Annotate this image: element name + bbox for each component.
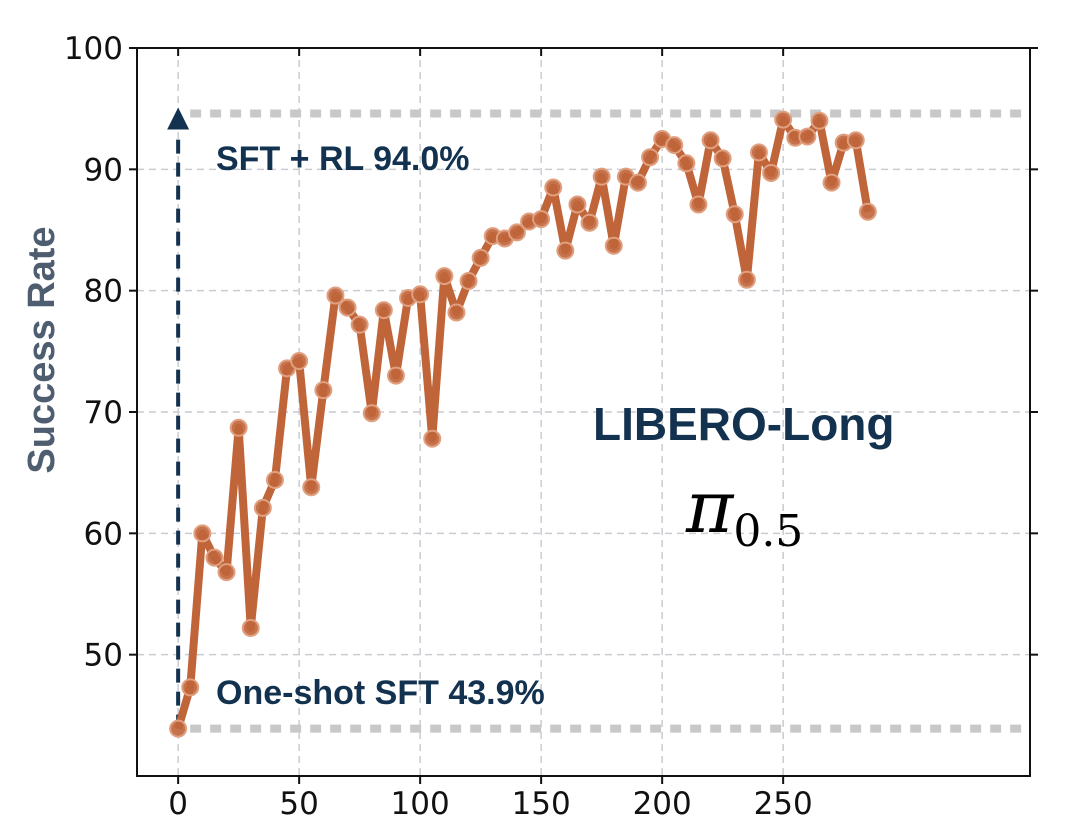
arrow-head-icon (167, 107, 190, 130)
data-point (350, 315, 369, 334)
data-point (386, 366, 405, 385)
data-point (641, 148, 660, 167)
data-point (858, 202, 877, 221)
data-point (362, 404, 381, 423)
data-point (181, 678, 200, 697)
data-point (435, 267, 454, 286)
data-point (544, 178, 563, 197)
grid (137, 48, 1030, 776)
data-point (217, 563, 236, 582)
data-point (507, 223, 526, 242)
x-tick-label: 150 (512, 786, 571, 820)
y-tick-label: 50 (84, 638, 123, 674)
data-point (338, 298, 357, 317)
data-point (689, 195, 708, 214)
data-point (253, 498, 272, 517)
x-tick-label: 100 (391, 786, 450, 820)
data-point (580, 213, 599, 232)
data-point (701, 131, 720, 150)
y-tick-label: 80 (84, 274, 123, 310)
data-point (810, 111, 829, 130)
data-point (762, 163, 781, 182)
data-point (471, 248, 490, 267)
x-tick-label: 50 (279, 786, 318, 820)
data-point (314, 381, 333, 400)
benchmark-label: LIBERO-Long (593, 398, 895, 450)
data-point (737, 270, 756, 289)
x-tick-label: 0 (168, 786, 188, 820)
x-tick-label: 200 (633, 786, 692, 820)
data-point (169, 719, 188, 738)
series-line (169, 110, 877, 738)
data-point (459, 271, 478, 290)
annotation-sft-rl: SFT + RL 94.0% (216, 140, 470, 178)
data-point (374, 301, 393, 320)
data-point (568, 195, 587, 214)
y-axis-label: Success Rate (21, 226, 63, 473)
data-point (447, 303, 466, 322)
y-tick-label: 60 (84, 516, 123, 552)
data-point (532, 210, 551, 229)
data-point (265, 470, 284, 489)
y-tick-label: 100 (64, 31, 123, 67)
data-point (846, 131, 865, 150)
data-point (326, 286, 345, 305)
data-point (822, 173, 841, 192)
data-point (749, 143, 768, 162)
data-point (241, 618, 260, 637)
x-tick-label: 250 (754, 786, 813, 820)
data-point (556, 241, 575, 260)
model-symbol: π (685, 465, 735, 549)
data-point (628, 173, 647, 192)
data-point (592, 167, 611, 186)
y-tick-label: 70 (84, 395, 123, 431)
y-tick-label: 90 (84, 152, 123, 188)
data-point (423, 429, 442, 448)
data-point (290, 352, 309, 371)
data-point (302, 478, 321, 497)
data-point (411, 285, 430, 304)
model-label: π0.5 (685, 465, 803, 557)
data-point (713, 149, 732, 168)
improvement-arrow (167, 107, 190, 729)
annotation-one-shot-sft: One-shot SFT 43.9% (216, 674, 545, 712)
model-subscript: 0.5 (733, 506, 803, 557)
data-point (229, 418, 248, 437)
data-point (677, 154, 696, 173)
ticks: 0 50 100 150 200 250 50 60 70 80 90 100 (64, 31, 1038, 820)
data-point (205, 548, 224, 567)
data-point (725, 205, 744, 224)
data-point (193, 524, 212, 543)
data-point (665, 136, 684, 155)
data-point (798, 127, 817, 146)
data-point (774, 110, 793, 129)
data-point (604, 236, 623, 255)
